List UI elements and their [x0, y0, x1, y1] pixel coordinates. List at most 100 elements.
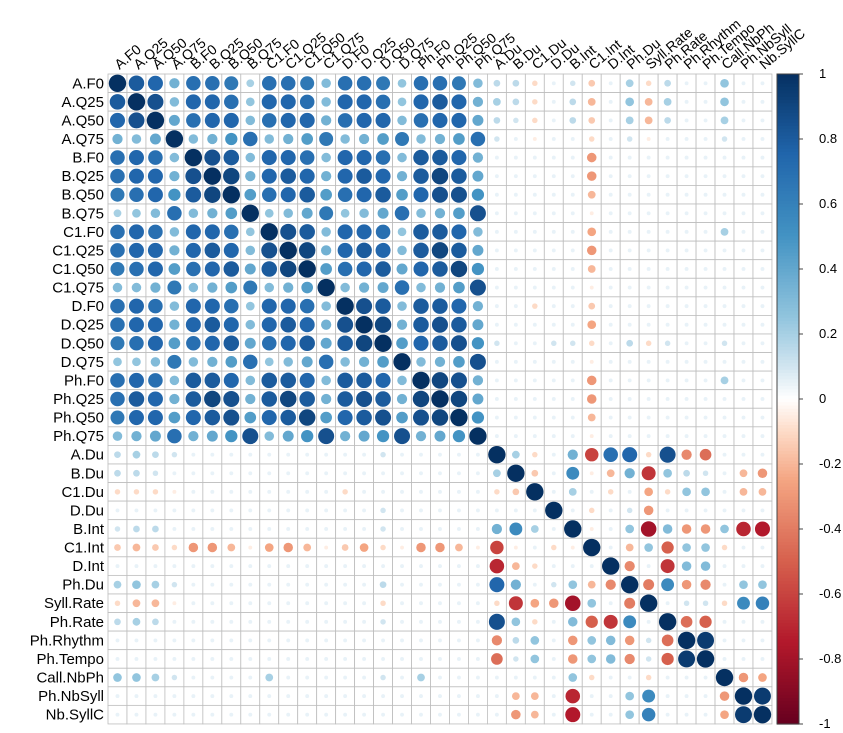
correlation-circle	[551, 267, 556, 271]
colorbar-segment	[777, 168, 799, 173]
correlation-circle	[362, 694, 367, 699]
correlation-circle	[381, 712, 386, 717]
correlation-circle	[471, 337, 485, 350]
correlation-circle	[494, 378, 499, 383]
correlation-circle	[317, 278, 335, 297]
correlation-circle	[721, 136, 728, 142]
correlation-circle	[683, 600, 690, 606]
colorbar-segment	[777, 265, 799, 270]
correlation-circle	[760, 322, 765, 327]
correlation-circle	[494, 694, 499, 699]
colorbar-segment	[777, 282, 799, 286]
correlation-circle	[172, 694, 177, 699]
correlation-circle	[114, 618, 121, 626]
correlation-circle	[400, 508, 404, 513]
correlation-circle	[341, 544, 349, 551]
correlation-circle	[223, 261, 240, 277]
correlation-circle	[243, 280, 258, 295]
correlation-circle	[128, 410, 144, 426]
correlation-circle	[684, 378, 689, 383]
correlation-circle	[305, 452, 310, 457]
correlation-circle	[210, 712, 215, 717]
colorbar-segment	[777, 158, 799, 163]
correlation-circle	[260, 223, 278, 241]
correlation-circle	[264, 134, 275, 144]
correlation-circle	[472, 96, 484, 107]
correlation-circle	[475, 675, 480, 680]
correlation-circle	[646, 322, 651, 327]
colorbar-segment	[777, 106, 799, 111]
correlation-circle	[438, 489, 442, 494]
correlation-circle	[223, 372, 239, 388]
correlation-circle	[665, 378, 670, 383]
correlation-circle	[167, 206, 182, 221]
correlation-circle	[397, 115, 407, 126]
correlation-circle	[586, 375, 597, 386]
correlation-circle	[587, 320, 597, 330]
correlation-circle	[760, 564, 765, 569]
correlation-circle	[587, 190, 596, 199]
correlation-circle	[223, 317, 239, 333]
correlation-circle	[513, 137, 518, 141]
correlation-circle	[343, 638, 348, 643]
correlation-circle	[741, 619, 746, 624]
correlation-circle	[320, 263, 332, 275]
correlation-circle	[438, 638, 442, 643]
correlation-circle	[172, 471, 177, 476]
correlation-circle	[248, 489, 253, 494]
correlation-circle	[153, 694, 158, 699]
correlation-circle	[248, 582, 253, 587]
colorbar-segment	[777, 668, 799, 673]
correlation-circle	[127, 93, 146, 111]
correlation-circle	[319, 131, 334, 146]
correlation-circle	[722, 434, 727, 439]
correlation-circle	[570, 340, 576, 347]
colorbar-segment	[777, 236, 799, 241]
colorbar-segment	[777, 499, 799, 504]
correlation-circle	[663, 97, 672, 106]
correlation-circle	[644, 97, 653, 106]
correlation-circle	[494, 229, 499, 234]
colorbar-segment	[777, 714, 799, 719]
correlation-circle	[362, 527, 367, 531]
correlation-circle	[570, 415, 575, 420]
correlation-circle	[112, 133, 123, 145]
correlation-circle	[248, 564, 253, 569]
correlation-circle	[722, 619, 727, 624]
row-label: Ph.F0	[64, 372, 104, 389]
correlation-circle	[172, 489, 177, 494]
correlation-circle	[567, 449, 578, 460]
correlation-circle	[583, 538, 601, 557]
correlation-circle	[147, 317, 163, 333]
correlation-circle	[646, 378, 651, 383]
correlation-circle	[286, 657, 291, 661]
correlation-circle	[760, 248, 765, 253]
correlation-circle	[362, 564, 367, 569]
correlation-circle	[324, 508, 329, 513]
colorbar-segment	[777, 584, 799, 589]
correlation-circle	[224, 94, 239, 110]
correlation-circle	[684, 118, 689, 123]
correlation-circle	[337, 76, 353, 91]
correlation-circle	[684, 229, 689, 234]
correlation-circle	[532, 359, 537, 364]
correlation-circle	[431, 316, 448, 333]
correlation-circle	[343, 452, 348, 457]
correlation-circle	[343, 601, 348, 606]
correlation-circle	[210, 675, 215, 680]
correlation-circle	[722, 304, 727, 309]
correlation-circle	[299, 224, 315, 240]
correlation-circle	[473, 227, 483, 237]
correlation-circle	[739, 580, 748, 590]
correlation-circle	[356, 372, 372, 389]
correlation-circle	[286, 489, 291, 494]
colorbar-segment	[777, 220, 799, 225]
correlation-circle	[210, 471, 215, 476]
colorbar-segment	[777, 363, 799, 368]
correlation-circle	[741, 638, 746, 643]
correlation-circle	[570, 192, 575, 197]
correlation-circle	[321, 393, 332, 405]
correlation-circle	[380, 600, 386, 606]
colorbar-segment	[777, 633, 799, 637]
correlation-circle	[551, 434, 556, 439]
